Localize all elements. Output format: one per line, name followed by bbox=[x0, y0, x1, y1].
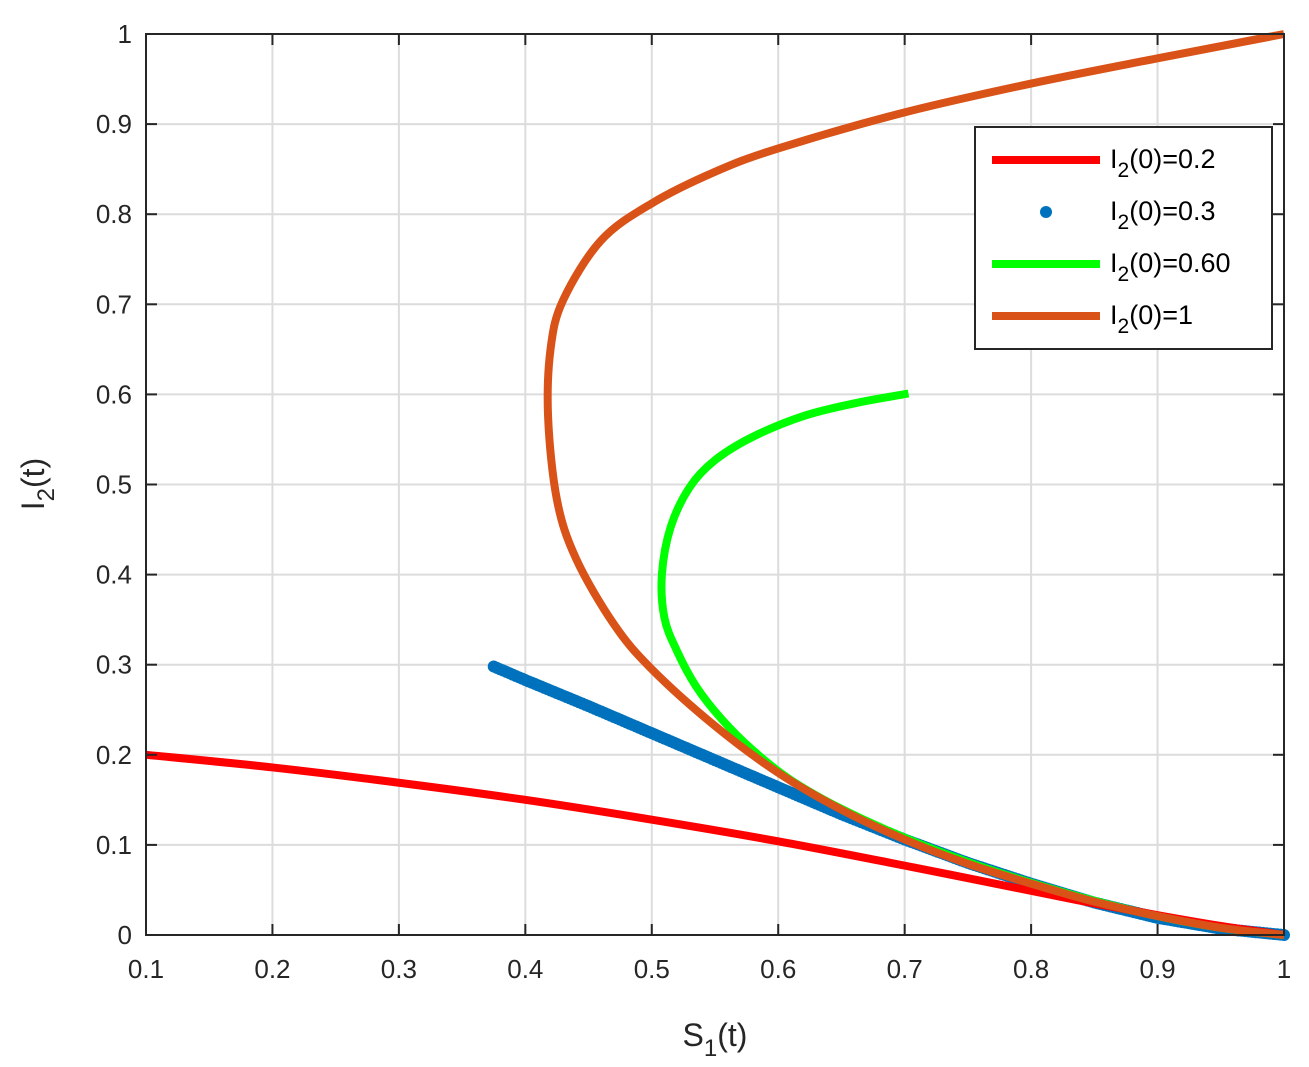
y-axis-label: I2(t) bbox=[15, 458, 60, 510]
legend-label-3: I2(0)=1 bbox=[1110, 300, 1193, 338]
y-tick-label: 1 bbox=[118, 19, 132, 49]
y-tick-label: 0.1 bbox=[96, 830, 132, 860]
y-tick-label: 0.7 bbox=[96, 289, 132, 319]
x-tick-label: 0.4 bbox=[507, 954, 543, 984]
y-tick-label: 0.6 bbox=[96, 379, 132, 409]
x-tick-label: 0.8 bbox=[1013, 954, 1049, 984]
x-tick-label: 0.6 bbox=[760, 954, 796, 984]
x-tick-label: 0.5 bbox=[634, 954, 670, 984]
x-tick-label: 0.7 bbox=[887, 954, 923, 984]
x-tick-label: 0.1 bbox=[128, 954, 164, 984]
y-tick-label: 0.9 bbox=[96, 109, 132, 139]
ticks bbox=[145, 33, 1285, 936]
x-tick-label: 0.9 bbox=[1139, 954, 1175, 984]
legend-swatch-1 bbox=[1040, 206, 1052, 218]
x-tick-label: 1 bbox=[1277, 954, 1291, 984]
legend-label-1: I2(0)=0.3 bbox=[1110, 196, 1216, 234]
y-tick-label: 0.3 bbox=[96, 650, 132, 680]
x-axis-label: S1(t) bbox=[683, 1017, 748, 1062]
y-tick-label: 0.2 bbox=[96, 740, 132, 770]
legend: I2(0)=0.2 I2(0)=0.3 I2(0)=0.60 I2(0)=1 bbox=[974, 126, 1273, 350]
y-tick-label: 0 bbox=[118, 920, 132, 950]
y-tick-label: 0.4 bbox=[96, 560, 132, 590]
x-tick-label: 0.2 bbox=[254, 954, 290, 984]
legend-label-0: I2(0)=0.2 bbox=[1110, 144, 1216, 182]
y-tick-label: 0.5 bbox=[96, 470, 132, 500]
series-3-line bbox=[543, 30, 1285, 939]
tick-labels: 0.1 0.2 0.3 0.4 0.5 0.6 0.7 0.8 0.9 1 0 0.1 0.2 0.3 0.… bbox=[96, 19, 1291, 984]
y-tick-label: 0.8 bbox=[96, 199, 132, 229]
x-tick-label: 0.3 bbox=[381, 954, 417, 984]
legend-label-2: I2(0)=0.60 bbox=[1110, 248, 1231, 286]
